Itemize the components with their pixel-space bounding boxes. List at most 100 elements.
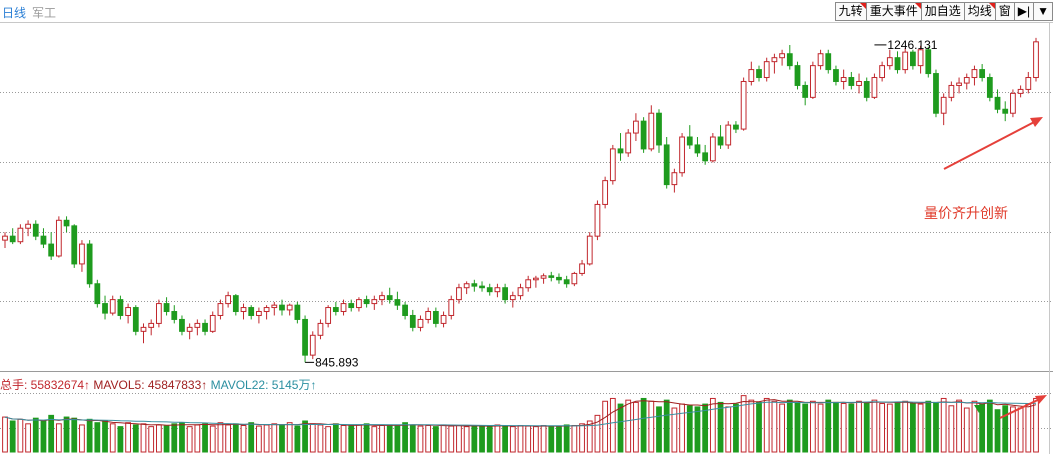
candle-body: [686, 136, 693, 146]
candle-body: [102, 303, 108, 314]
candle-body: [933, 73, 939, 114]
candle-body: [763, 61, 770, 79]
candle-body: [302, 318, 308, 356]
volume-bar: [740, 395, 747, 453]
volume-bar: [879, 403, 886, 453]
volume-bar: [1025, 403, 1032, 453]
volume-bar: [717, 401, 724, 453]
candle-body: [748, 69, 755, 82]
candle-body: [725, 124, 732, 146]
volume-bar: [256, 425, 262, 453]
volume-bar: [379, 425, 385, 453]
major-events-button[interactable]: 重大事件: [865, 2, 922, 21]
candle-body: [509, 295, 516, 301]
volume-bar: [1002, 405, 1009, 453]
candle-body: [925, 49, 932, 75]
volume-bar: [317, 424, 324, 453]
volume-bar: [394, 425, 401, 453]
volume-bar: [356, 424, 362, 453]
candle-body: [32, 223, 39, 237]
candle-body: [194, 322, 201, 328]
candle-body: [971, 69, 978, 79]
candle-body: [294, 304, 301, 320]
volume-bar: [509, 426, 516, 453]
candle-body: [248, 307, 255, 316]
volume-bar: [456, 425, 462, 453]
candle-body: [363, 299, 370, 305]
candle-body: [1010, 92, 1016, 114]
volume-bar: [463, 426, 470, 453]
chart-header: 日线 军工 九转 重大事件 加自选 均线 窗 ▶| ▼: [0, 0, 1053, 22]
volume-bar: [856, 400, 862, 453]
candle-body: [525, 279, 532, 289]
volume-bar: [563, 424, 570, 453]
candle-body: [548, 275, 555, 278]
volume-bar: [471, 425, 478, 453]
volume-bar: [325, 426, 332, 453]
candle-body: [540, 275, 547, 279]
volume-bar: [40, 420, 47, 453]
volume-bar: [448, 425, 455, 453]
candle-body: [232, 295, 239, 313]
goto-end-icon[interactable]: ▶|: [1013, 2, 1035, 21]
candle-body: [448, 299, 455, 316]
candle-body: [471, 283, 478, 287]
candle-body: [325, 307, 332, 324]
volume-bar: [579, 423, 585, 453]
candle-body: [917, 49, 924, 67]
volume-bar: [671, 407, 678, 453]
candle-body: [117, 299, 124, 316]
volume-bar: [240, 425, 247, 453]
candle-body: [963, 77, 970, 84]
candle-body: [709, 136, 716, 162]
volume-bar: [633, 401, 639, 453]
candle-body: [348, 303, 355, 309]
volume-bar: [586, 420, 593, 453]
volume-bar: [417, 425, 424, 453]
candle-body: [663, 144, 670, 186]
candle-body: [979, 69, 986, 79]
volume-bar: [140, 423, 147, 453]
volume-bar: [963, 407, 970, 453]
volume-bar: [17, 418, 24, 453]
volume-bar: [863, 401, 870, 453]
candle-body: [125, 307, 131, 316]
candle-body: [386, 295, 393, 301]
volume-bar: [979, 403, 986, 453]
candle-body: [171, 311, 178, 320]
candle-body: [456, 287, 462, 301]
volume-bar: [94, 422, 101, 453]
candle-body: [2, 235, 8, 241]
candles: [2, 37, 1039, 363]
volume-bar: [971, 400, 978, 453]
volume-legend: 总手: 55832674↑ MAVOL5: 45847833↑ MAVOL22:…: [0, 376, 316, 393]
candle-body: [602, 180, 609, 205]
flag-icon: [859, 3, 866, 9]
candle-body: [9, 235, 16, 243]
volume-bar: [186, 426, 193, 453]
volume-bar: [286, 422, 293, 453]
volume-bar: [340, 425, 347, 453]
volume-bar: [440, 424, 447, 453]
candle-body: [286, 304, 293, 311]
volume-bar: [994, 409, 1001, 453]
volume-bar: [871, 399, 878, 453]
volume-bar: [25, 423, 31, 453]
volume-bar: [986, 399, 993, 453]
volume-arrow-icon: [999, 395, 1047, 419]
volume-bar: [225, 424, 232, 453]
volume-bar: [771, 400, 778, 453]
candle-body: [648, 112, 655, 150]
candle-body: [479, 285, 485, 289]
volume-bar: [163, 425, 170, 453]
candle-body: [425, 311, 432, 320]
window-button[interactable]: 窗: [994, 2, 1015, 21]
tab-sector[interactable]: 军工: [32, 6, 57, 20]
legend-mavol5: MAVOL5: 45847833↑: [93, 378, 208, 392]
candle-body: [609, 148, 616, 182]
tab-daily[interactable]: 日线: [2, 6, 27, 20]
add-watchlist-button[interactable]: 加自选: [920, 2, 965, 21]
volume-bar: [171, 423, 178, 453]
volume-bar: [763, 397, 770, 453]
volume-bar: [694, 406, 701, 453]
